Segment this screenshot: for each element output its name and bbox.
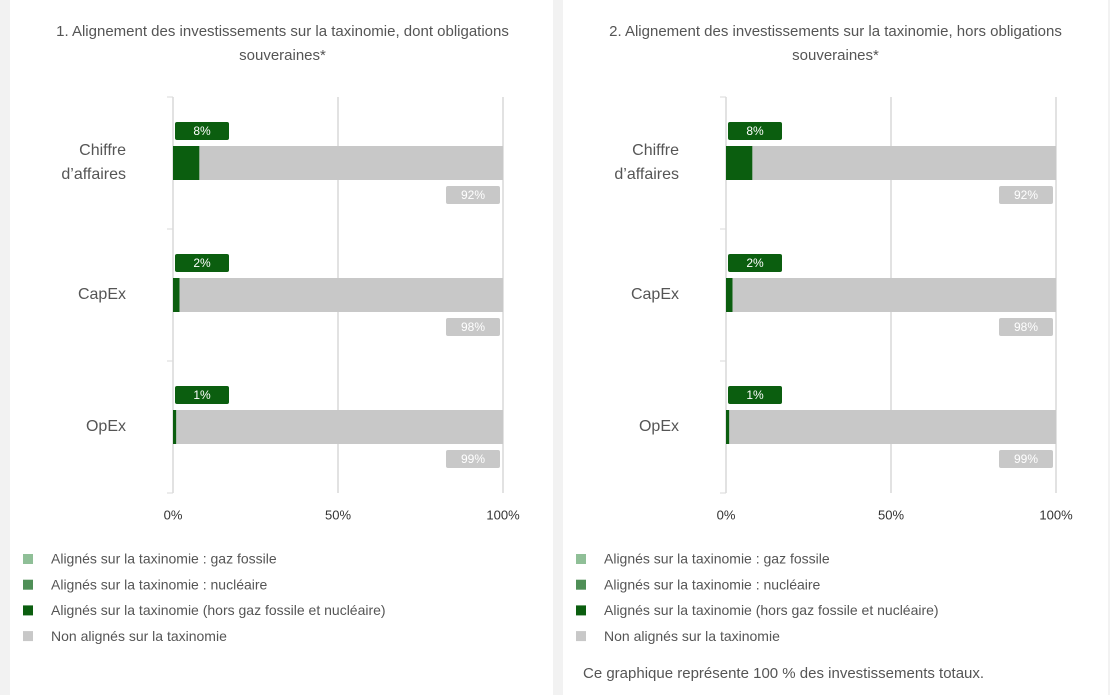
- bar-segment: [173, 146, 200, 180]
- category-label: Chiffre d’affaires: [614, 142, 679, 183]
- legend-label: Non alignés sur la taxinomie: [51, 628, 227, 644]
- x-tick-label: 50%: [325, 507, 351, 522]
- chart-title: 2. Alignement des investissements sur la…: [609, 23, 1062, 64]
- chart-title: 1. Alignement des investissements sur la…: [56, 23, 509, 64]
- value-label-badge: [999, 450, 1053, 468]
- legend-label: Alignés sur la taxinomie : gaz fossile: [51, 551, 277, 567]
- chart-panel: 1. Alignement des investissements sur la…: [10, 0, 553, 695]
- legend-label: Alignés sur la taxinomie (hors gaz fossi…: [51, 602, 386, 618]
- legend-swatch: [23, 605, 33, 616]
- chart-panel: 2. Alignement des investissements sur la…: [563, 0, 1108, 695]
- category-label: OpEx: [638, 418, 679, 435]
- category-label: CapEx: [630, 286, 679, 303]
- legend-label: Non alignés sur la taxinomie: [604, 628, 780, 644]
- legend-label: Alignés sur la taxinomie : gaz fossile: [604, 551, 830, 567]
- value-label-badge: [999, 186, 1053, 204]
- category-label: CapEx: [77, 286, 126, 303]
- value-label: 8%: [746, 124, 764, 138]
- x-tick-label: 100%: [486, 507, 520, 522]
- category-label: OpEx: [85, 418, 126, 435]
- value-label: 2%: [193, 256, 211, 270]
- value-label-badge: [175, 254, 229, 272]
- legend-swatch: [23, 631, 33, 642]
- x-tick-label: 0%: [717, 507, 736, 522]
- bar-segment: [173, 410, 177, 444]
- value-label: 98%: [461, 320, 485, 334]
- bar-segment: [726, 278, 733, 312]
- value-label: 98%: [1014, 320, 1038, 334]
- legend-swatch: [23, 579, 33, 590]
- bar-segment: [199, 146, 503, 180]
- bar-segment: [726, 410, 730, 444]
- chart: 0% 50% 100% 8% 92% 2% 98% 1% 99% Alignés sur la t…: [576, 96, 1073, 644]
- legend-label: Alignés sur la taxinomie : nucléaire: [51, 576, 268, 592]
- value-label: 99%: [461, 452, 485, 466]
- chart: 0% 50% 100% 8% 92% 2% 98% 1% 99% Alignés sur la t…: [23, 96, 520, 644]
- value-label: 8%: [193, 124, 211, 138]
- value-label-badge: [728, 386, 782, 404]
- value-label-badge: [446, 450, 500, 468]
- note: Ce graphique représente 100 % des invest…: [583, 665, 985, 682]
- legend-swatch: [576, 554, 586, 564]
- bar-segment: [173, 278, 180, 312]
- value-label: 1%: [193, 388, 211, 402]
- bar-segment: [726, 146, 753, 180]
- value-label: 2%: [746, 256, 764, 270]
- legend-swatch: [576, 579, 586, 590]
- bar-segment: [729, 410, 1056, 444]
- value-label-badge: [728, 254, 782, 272]
- bar-segment: [752, 146, 1056, 180]
- legend-swatch: [23, 554, 33, 564]
- value-label: 92%: [1014, 188, 1038, 202]
- value-label-badge: [999, 318, 1053, 336]
- value-label: 1%: [746, 388, 764, 402]
- legend-label: Alignés sur la taxinomie : nucléaire: [604, 576, 821, 592]
- x-tick-label: 0%: [164, 507, 183, 522]
- value-label-badge: [175, 122, 229, 140]
- value-label: 99%: [1014, 452, 1038, 466]
- value-label: 92%: [461, 188, 485, 202]
- bar-segment: [179, 278, 503, 312]
- value-label-badge: [175, 386, 229, 404]
- value-label-badge: [446, 186, 500, 204]
- bar-segment: [732, 278, 1056, 312]
- bar-segment: [176, 410, 504, 444]
- value-label-badge: [728, 122, 782, 140]
- x-tick-label: 50%: [878, 507, 904, 522]
- legend-swatch: [576, 631, 586, 642]
- category-label: Chiffre d’affaires: [61, 142, 126, 183]
- value-label-badge: [446, 318, 500, 336]
- legend-swatch: [576, 605, 586, 616]
- legend-label: Alignés sur la taxinomie (hors gaz fossi…: [604, 602, 939, 618]
- x-tick-label: 100%: [1039, 507, 1073, 522]
